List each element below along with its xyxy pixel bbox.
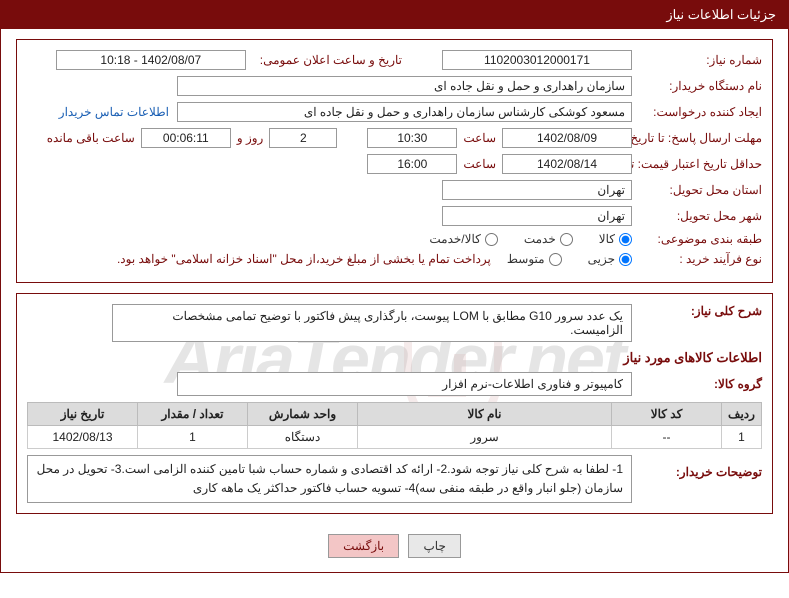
items-info-title: اطلاعات کالاهای مورد نیاز [27,350,762,366]
label-saat-2: ساعت [457,157,502,171]
label-subject-class: طبقه بندی موضوعی: [632,232,762,246]
label-need-no: شماره نیاز: [632,53,762,67]
reply-time-value: 10:30 [367,128,457,148]
goods-group-value: کامپیوتر و فناوری اطلاعات-نرم افزار [177,372,632,396]
overall-desc-value: یک عدد سرور G10 مطابق با LOM پیوست، بارگ… [112,304,632,342]
radio-partial-label[interactable]: جزیی [588,252,632,266]
label-city: شهر محل تحویل: [632,209,762,223]
label-buyer-org: نام دستگاه خریدار: [632,79,762,93]
time-left-value: 00:06:11 [141,128,231,148]
items-fieldset: شرح کلی نیاز: یک عدد سرور G10 مطابق با L… [16,293,773,514]
radio-medium[interactable] [549,253,562,266]
reply-date-value: 1402/08/09 [502,128,632,148]
radio-good[interactable] [619,233,632,246]
button-bar: چاپ بازگشت [1,524,788,572]
buyer-org-value: سازمان راهداری و حمل و نقل جاده ای [177,76,632,96]
table-header-row: ردیف کد کالا نام کالا واحد شمارش تعداد /… [28,403,762,426]
subject-radio-group: کالا خدمت کالا/خدمت [429,232,632,246]
back-button[interactable]: بازگشت [328,534,399,558]
td-qty: 1 [138,426,248,449]
payment-note: پرداخت تمام یا بخشی از مبلغ خرید،از محل … [117,252,491,266]
radio-partial[interactable] [619,253,632,266]
items-table: ردیف کد کالا نام کالا واحد شمارش تعداد /… [27,402,762,449]
radio-service[interactable] [560,233,573,246]
buyer-notes-value: 1- لطفا به شرح کلی نیاز توجه شود.2- ارائ… [27,455,632,503]
td-code: -- [612,426,722,449]
label-min-valid: حداقل تاریخ اعتبار قیمت: تا تاریخ: [632,157,762,171]
province-value: تهران [442,180,632,200]
table-row: 1 -- سرور دستگاه 1 1402/08/13 [28,426,762,449]
label-province: استان محل تحویل: [632,183,762,197]
th-row: ردیف [722,403,762,426]
city-value: تهران [442,206,632,226]
radio-service-label[interactable]: خدمت [524,232,573,246]
label-announce-dt: تاریخ و ساعت اعلان عمومی: [254,53,402,67]
days-left-value: 2 [269,128,337,148]
td-name: سرور [358,426,612,449]
details-fieldset: شماره نیاز: 1102003012000171 تاریخ و ساع… [16,39,773,283]
td-row: 1 [722,426,762,449]
radio-good-label[interactable]: کالا [599,232,632,246]
radio-medium-label[interactable]: متوسط [507,252,562,266]
th-unit: واحد شمارش [248,403,358,426]
th-code: کد کالا [612,403,722,426]
td-date: 1402/08/13 [28,426,138,449]
th-date: تاریخ نیاز [28,403,138,426]
label-remaining: ساعت باقی مانده [41,131,141,145]
th-qty: تعداد / مقدار [138,403,248,426]
label-reply-deadline: مهلت ارسال پاسخ: تا تاریخ: [632,131,762,145]
radio-good-service[interactable] [485,233,498,246]
td-unit: دستگاه [248,426,358,449]
panel-title: جزئیات اطلاعات نیاز [1,1,788,29]
announce-dt-value: 1402/08/07 - 10:18 [56,50,246,70]
buyer-contact-link[interactable]: اطلاعات تماس خریدار [59,105,169,119]
label-overall-desc: شرح کلی نیاز: [632,304,762,318]
valid-time-value: 16:00 [367,154,457,174]
label-goods-group: گروه کالا: [632,377,762,391]
valid-date-value: 1402/08/14 [502,154,632,174]
label-purchase-type: نوع فرآیند خرید : [632,252,762,266]
print-button[interactable]: چاپ [408,534,460,558]
label-buyer-notes: توضیحات خریدار: [632,455,762,479]
need-no-value: 1102003012000171 [442,50,632,70]
label-requester: ایجاد کننده درخواست: [632,105,762,119]
radio-good-service-label[interactable]: کالا/خدمت [429,232,497,246]
requester-value: مسعود کوشکی کارشناس سازمان راهداری و حمل… [177,102,632,122]
label-day-and: روز و [231,131,270,145]
purchase-type-group: جزیی متوسط [507,252,632,266]
label-saat-1: ساعت [457,131,502,145]
th-name: نام کالا [358,403,612,426]
